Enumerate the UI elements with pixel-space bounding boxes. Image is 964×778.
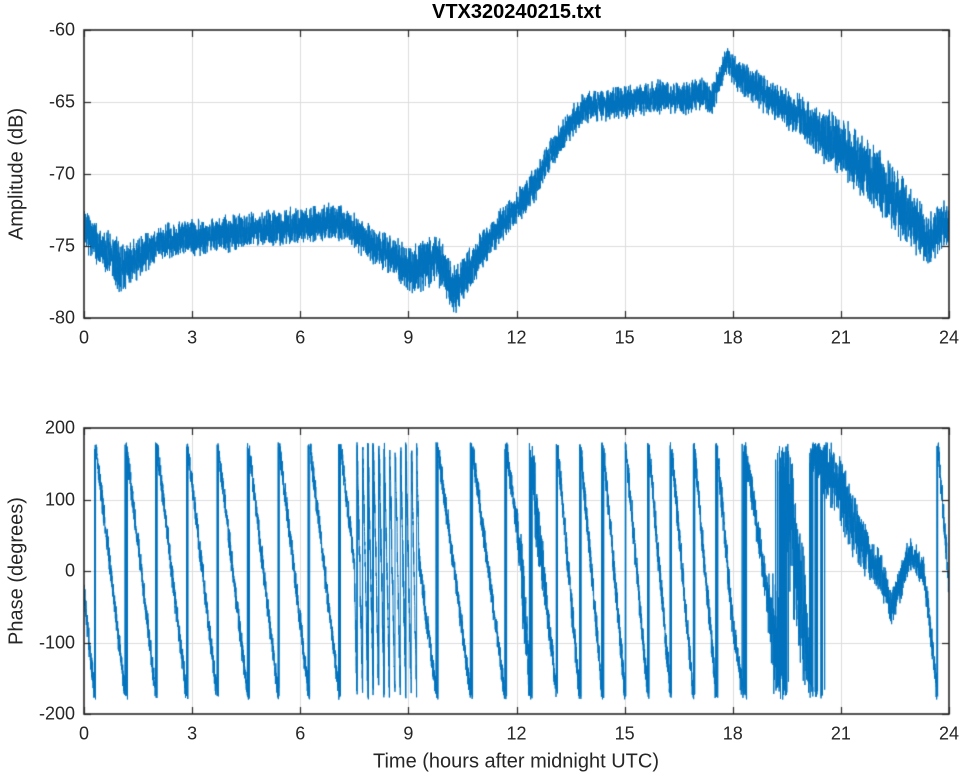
phase-x-tick-label: 21 (830, 723, 851, 744)
amplitude-ylabel: Amplitude (dB) (5, 107, 28, 241)
phase-x-tick-label: 18 (722, 723, 743, 744)
amplitude-x-tick-label: 3 (187, 327, 198, 348)
amplitude-y-tick-label: -60 (48, 19, 75, 40)
amplitude-x-tick-label: 18 (722, 327, 743, 348)
phase-y-tick-label: 100 (44, 489, 75, 509)
phase-x-tick-label: 12 (506, 723, 527, 744)
phase-x-tick-label: 0 (78, 723, 90, 744)
amplitude-y-tick-label: -70 (48, 163, 75, 184)
phase-y-tick-label: 200 (44, 417, 75, 438)
time-xlabel: Time (hours after midnight UTC) (373, 750, 659, 773)
amplitude-y-tick-label: -75 (48, 235, 75, 256)
phase-x-tick-label: 6 (295, 723, 306, 744)
phase-x-tick-label: 3 (187, 723, 198, 744)
phase-y-tick-label: 0 (64, 560, 75, 581)
amplitude-y-tick-label: -65 (48, 91, 75, 112)
amplitude-x-tick-label: 15 (614, 327, 635, 348)
amplitude-x-tick-label: 0 (78, 327, 90, 348)
phase-ylabel: Phase (degrees) (5, 497, 28, 645)
phase-y-tick-label: -200 (38, 703, 75, 724)
phase-x-tick-label: 24 (938, 723, 960, 744)
amplitude-x-tick-label: 6 (295, 327, 306, 348)
phase-x-tick-label: 9 (403, 723, 414, 744)
amplitude-x-tick-label: 12 (506, 327, 527, 348)
amplitude-x-tick-label: 9 (403, 327, 414, 348)
amplitude-x-tick-label: 21 (830, 327, 851, 348)
amplitude-y-tick-label: -80 (48, 307, 75, 328)
phase-x-tick-label: 15 (614, 723, 635, 744)
plot-title: VTX320240215.txt (431, 1, 601, 23)
phase-y-tick-label: -100 (38, 632, 75, 652)
amplitude-x-tick-label: 24 (938, 327, 960, 348)
